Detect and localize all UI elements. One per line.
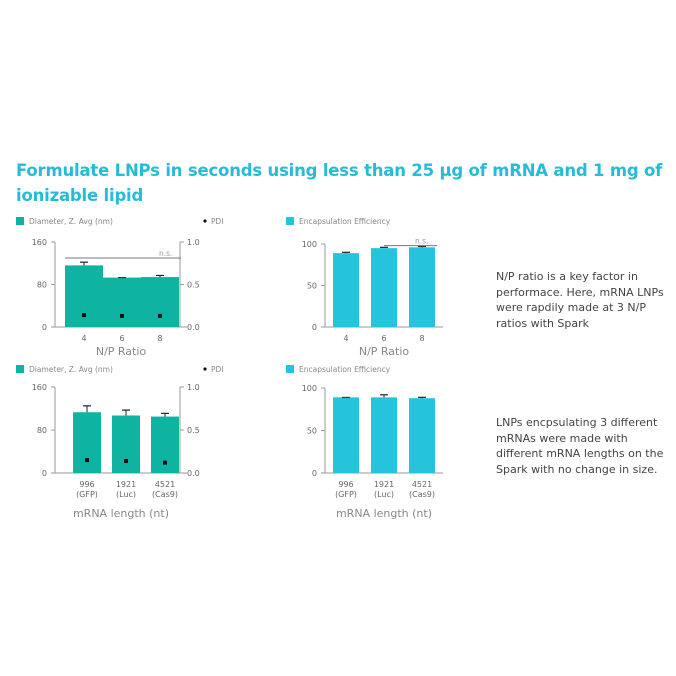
legend-swatch (16, 365, 24, 373)
bar (371, 397, 397, 473)
x-tick-label: 4521 (412, 480, 432, 489)
legend-label: Diameter, Z. Avg (nm) (29, 217, 113, 226)
y-tick-label: 0 (312, 323, 317, 332)
x-tick-label: 996 (338, 480, 353, 489)
legend-swatch (286, 365, 294, 373)
y-tick-label: 0 (42, 469, 47, 478)
bar (103, 277, 141, 327)
bar (65, 265, 103, 327)
bar (73, 412, 101, 473)
y-tick-label: 160 (32, 238, 47, 247)
bar (409, 398, 435, 473)
y-tick-label: 160 (32, 383, 47, 392)
y2-tick-label: 0.0 (187, 469, 200, 478)
x-tick-label: 4521 (155, 480, 175, 489)
y2-tick-label: 0.5 (187, 426, 200, 435)
page-headline: Formulate LNPs in seconds using less tha… (16, 158, 666, 208)
y-tick-label: 50 (307, 427, 317, 436)
legend-label: Diameter, Z. Avg (nm) (29, 365, 113, 374)
x-axis-label: mRNA length (nt) (336, 507, 432, 520)
bar (141, 277, 179, 327)
legend-pdi-marker (203, 219, 207, 223)
diameter-length-chart: Diameter, Z. Avg (nm) PDI 0 80 160 0.0 0.5 1.0 9… (16, 365, 224, 520)
x-axis-label: N/P Ratio (359, 345, 410, 358)
x-tick-label: (Luc) (374, 490, 394, 499)
x-tick-label: 4 (343, 334, 348, 343)
pdi-point (124, 458, 128, 463)
significance-label: n.s. (415, 237, 428, 246)
significance-label: n.s. (159, 249, 172, 258)
x-tick-label: 996 (79, 480, 94, 489)
y2-tick-label: 0.0 (187, 323, 200, 332)
legend-swatch (286, 217, 294, 225)
y-tick-label: 80 (37, 426, 47, 435)
bar (112, 415, 140, 473)
x-tick-label: (GFP) (76, 490, 98, 499)
x-axis-label: mRNA length (nt) (73, 507, 169, 520)
legend-label: Encapsulation Efficiency (299, 365, 391, 374)
y2-tick-label: 1.0 (187, 383, 200, 392)
encapsulation-length-chart: Encapsulation Efficiency 0 50 100 996(GFP) 19… (286, 365, 443, 520)
legend-label: Encapsulation Efficiency (299, 217, 391, 226)
y-tick-label: 100 (302, 240, 317, 249)
x-tick-label: 8 (419, 334, 424, 343)
mrna-length-note: LNPs encpsulating 3 different mRNAs were… (496, 416, 664, 476)
pdi-point (158, 313, 162, 318)
x-tick-label: 1921 (374, 480, 394, 489)
x-tick-label: 6 (119, 334, 124, 343)
bar (333, 397, 359, 473)
bar (371, 248, 397, 327)
x-tick-label: 1921 (116, 480, 136, 489)
pdi-point (120, 313, 124, 318)
y2-tick-label: 0.5 (187, 281, 200, 290)
headline-line-2: ionizable lipid (16, 186, 144, 205)
legend-pdi-marker (203, 367, 207, 371)
y-tick-label: 0 (42, 323, 47, 332)
y2-tick-label: 1.0 (187, 238, 200, 247)
legend-label: PDI (211, 217, 224, 226)
x-axis-label: N/P Ratio (96, 345, 147, 358)
y-tick-label: 80 (37, 281, 47, 290)
y-tick-label: 100 (302, 384, 317, 393)
pdi-point (163, 460, 167, 465)
pdi-point (85, 458, 89, 463)
legend-label: PDI (211, 365, 224, 374)
pdi-point (82, 313, 86, 318)
encapsulation-np-chart: Encapsulation Efficiency 0 50 100 n.s. 4 6 8 N/P… (286, 217, 443, 358)
diameter-np-chart: Diameter, Z. Avg (nm) PDI 0 80 160 0.0 0.5 1.0 n… (16, 217, 224, 358)
y-tick-label: 50 (307, 282, 317, 291)
x-tick-label: 4 (81, 334, 86, 343)
legend-swatch (16, 217, 24, 225)
x-tick-label: (GFP) (335, 490, 357, 499)
x-tick-label: (Cas9) (409, 490, 435, 499)
x-tick-label: 8 (157, 334, 162, 343)
bar (409, 247, 435, 327)
x-tick-label: (Cas9) (152, 490, 178, 499)
y-tick-label: 0 (312, 469, 317, 478)
x-tick-label: (Luc) (116, 490, 136, 499)
headline-line-1: Formulate LNPs in seconds using less tha… (16, 161, 663, 180)
x-tick-label: 6 (381, 334, 386, 343)
bar (333, 253, 359, 327)
np-ratio-note: N/P ratio is a key factor in performace.… (496, 270, 664, 330)
